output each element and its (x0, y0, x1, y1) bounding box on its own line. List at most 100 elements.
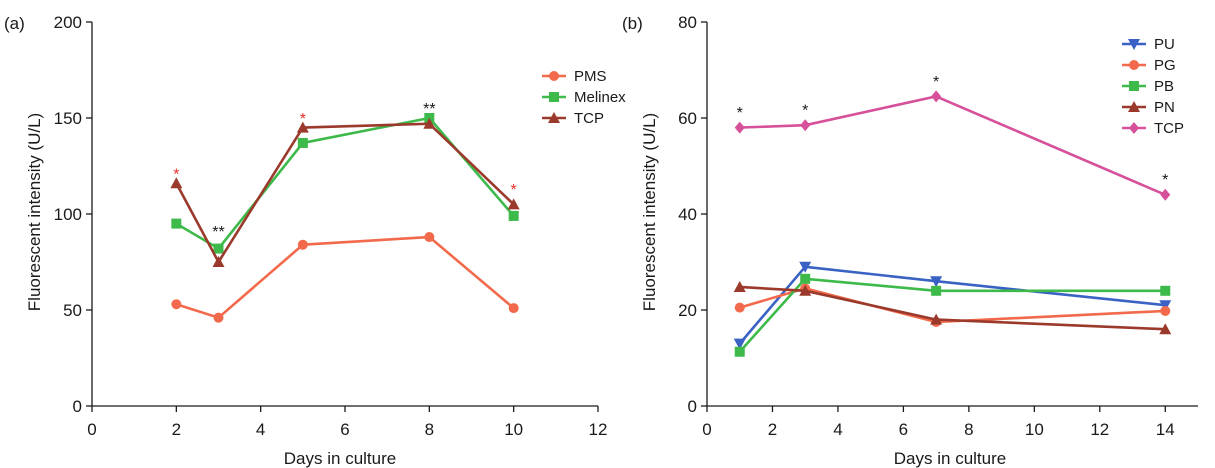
panel-b-point-pu (733, 338, 746, 350)
panel-b-significance-marker: * (802, 103, 808, 120)
panel-b-legend: PU PG PB PN TCP (1122, 36, 1184, 137)
panel-b-point-pg (1160, 305, 1171, 316)
panel-a-series (170, 113, 520, 323)
panel-a-significance-marker: * (511, 182, 517, 199)
panel-b-significance-marker: * (737, 105, 743, 122)
panel-b-y-tick-label: 20 (678, 301, 697, 320)
panel-b-point-pb (1160, 285, 1171, 296)
panel-a-legend: PMS Melinex TCP (542, 68, 626, 127)
panel-b-point-pn (1159, 323, 1172, 335)
panel-a-legend-marker-pms (549, 71, 559, 81)
panel-b-series-line-pu (738, 265, 1166, 345)
panel-b-point-pb (931, 285, 942, 296)
panel-b-significance-marker: * (933, 74, 939, 91)
panel-a-point-tcp (170, 177, 183, 189)
panel-b-point-pn (799, 284, 812, 296)
panel-a-significance-marker: ** (212, 224, 224, 241)
panel-b-point-pu (930, 276, 943, 288)
panel-b-x-tick-label: 6 (899, 420, 908, 439)
panel-a-x-tick-label: 0 (87, 420, 96, 439)
panel-a-point-tcp (507, 198, 520, 210)
panel-b-y-tick-label: 80 (678, 13, 697, 32)
panel-a-point-tcp (423, 117, 436, 129)
panel-a-point-tcp (296, 121, 309, 133)
panel-b-y-label: Fluorescent intensity (U/L) (640, 113, 659, 311)
panel-a-legend-label-melinex: Melinex (574, 89, 626, 106)
panel-a-legend-label-tcp: TCP (574, 110, 604, 127)
panel-b-series-line-tcp (739, 95, 1166, 196)
panel-b-point-tcp (1160, 188, 1171, 201)
panel-b-legend-label-pu: PU (1154, 36, 1175, 53)
panel-b-chart: (b) 0 20 40 60 80 0 2 4 6 8 10 12 14 * * * * PU PG PB PN T… (622, 13, 1198, 468)
panel-b-x-tick-label: 0 (702, 420, 711, 439)
panel-b-significance-marker: * (1162, 172, 1168, 189)
panel-b-point-pb (800, 273, 811, 284)
panel-a-x-tick-label: 12 (589, 420, 608, 439)
panel-a-point-pms (297, 239, 308, 250)
panel-a-x-tick-label: 2 (172, 420, 181, 439)
panel-b-legend-marker-tcp (1129, 122, 1139, 134)
panel-b-x-tick-label: 10 (1025, 420, 1044, 439)
panel-b-x-tick-label: 14 (1156, 420, 1175, 439)
panel-b-y-tick-label: 60 (678, 109, 697, 128)
panel-a-y-axis: 0 50 100 150 200 (54, 13, 93, 416)
panel-b-point-tcp (800, 119, 811, 132)
panel-a-series-line-melinex (175, 116, 515, 250)
panel-b-x-axis: 0 2 4 6 8 10 12 14 (702, 405, 1198, 439)
panel-b-legend-marker-pn (1128, 101, 1140, 112)
panel-a-x-tick-label: 8 (425, 420, 434, 439)
panel-b-x-tick-label: 4 (833, 420, 842, 439)
panel-b-x-tick-label: 8 (964, 420, 973, 439)
panel-a-point-melinex (171, 218, 182, 229)
panel-b-legend-label-pn: PN (1154, 99, 1175, 116)
panel-a-annotations: ******* (173, 101, 517, 241)
panel-a-point-pms (213, 312, 224, 323)
panel-b-x-label: Days in culture (894, 449, 1006, 468)
panel-b-y-tick-label: 40 (678, 205, 697, 224)
panel-b-annotations: * * * * (737, 74, 1169, 189)
panel-a-y-tick-label: 200 (54, 13, 82, 32)
panel-b-series-line-pn (739, 285, 1166, 331)
panel-a-significance-marker: * (173, 166, 179, 183)
panel-a-x-tick-label: 4 (256, 420, 265, 439)
panel-a-x-label: Days in culture (284, 449, 396, 468)
panel-b-series (733, 90, 1172, 357)
panel-a-point-melinex (508, 210, 519, 221)
panel-a-x-axis: 0 2 4 6 8 10 12 (87, 405, 608, 439)
panel-b-point-tcp (931, 90, 942, 103)
panel-a-legend-marker-tcp (548, 112, 560, 123)
panel-a-x-tick-label: 6 (340, 420, 349, 439)
panel-a-point-pms (424, 232, 435, 243)
panel-b-point-pu (1159, 300, 1172, 312)
panel-a-y-tick-label: 100 (54, 205, 82, 224)
panel-b-point-pg (734, 302, 745, 313)
panel-b-point-pn (930, 313, 943, 325)
panel-a-label: (a) (4, 14, 25, 33)
panel-b-legend-label-pg: PG (1154, 57, 1176, 74)
panel-a-x-tick-label: 10 (504, 420, 523, 439)
panel-a-significance-marker: ** (423, 101, 435, 118)
panel-b-legend-marker-pu (1128, 39, 1140, 50)
panel-b-point-pn (733, 280, 746, 292)
panel-b-point-pb (734, 346, 745, 357)
panel-a-point-pms (508, 303, 519, 314)
panel-b-legend-marker-pg (1129, 60, 1139, 70)
panel-a-significance-marker: * (300, 111, 306, 128)
panel-b-legend-label-tcp: TCP (1154, 120, 1184, 137)
panel-b-point-tcp (734, 121, 745, 134)
panel-b-series-line-pb (738, 277, 1166, 353)
panel-a-y-tick-label: 0 (73, 397, 82, 416)
panel-a-y-tick-label: 150 (54, 109, 82, 128)
panel-b-point-pu (799, 261, 812, 273)
panel-b-legend-label-pb: PB (1154, 78, 1174, 95)
panel-b-y-axis: 0 20 40 60 80 (678, 13, 708, 416)
panel-a-legend-marker-melinex (549, 92, 559, 102)
panel-b-x-tick-label: 2 (768, 420, 777, 439)
panel-a-legend-label-pms: PMS (574, 68, 607, 85)
panel-a-y-tick-label: 50 (63, 301, 82, 320)
panel-a-point-pms (171, 299, 182, 310)
panel-a-point-melinex (213, 243, 224, 254)
panel-b-y-tick-label: 0 (688, 397, 697, 416)
